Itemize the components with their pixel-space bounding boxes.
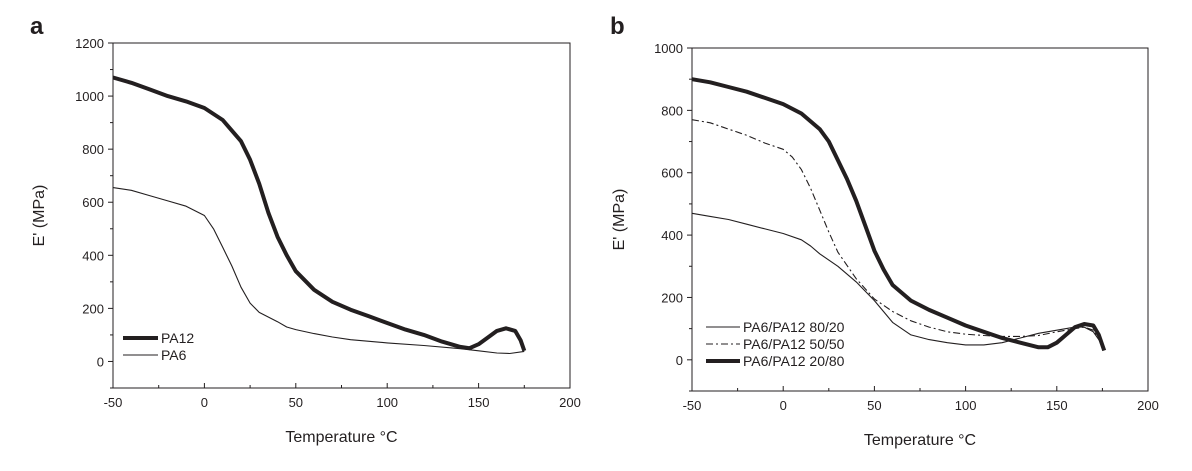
series-line-pa6-pa12-50-50 (691, 119, 1105, 348)
x-tick-label: 0 (201, 395, 208, 410)
y-axis-label: E' (MPa) (31, 185, 48, 247)
x-tick-label: -50 (683, 398, 702, 413)
legend-label: PA6/PA12 50/50 (743, 336, 845, 352)
x-tick-label: 100 (376, 395, 398, 410)
y-tick-label: 200 (82, 301, 104, 316)
y-tick-label: 800 (82, 142, 104, 157)
legend-label: PA6/PA12 80/20 (743, 319, 845, 335)
y-axis-label: E' (MPa) (611, 189, 628, 251)
y-tick-label: 200 (661, 290, 683, 305)
series-line-pa12 (112, 75, 527, 352)
series-line-pa6 (112, 187, 525, 355)
x-tick-label: 100 (955, 398, 977, 413)
y-tick-label: 400 (82, 248, 104, 263)
x-tick-label: 50 (867, 398, 881, 413)
y-tick-label: 1000 (654, 41, 683, 56)
x-tick-label: 0 (780, 398, 787, 413)
panel-label: b (610, 13, 625, 40)
y-tick-label: 0 (676, 353, 683, 368)
panel-b: b -50 0 50 100 150 200 0 200 400 600 800 1000 Tempera… (610, 13, 1159, 449)
y-tick-label: 800 (661, 103, 683, 118)
legend-label: PA6/PA12 20/80 (743, 353, 845, 369)
x-tick-label: 150 (468, 395, 490, 410)
series-line-pa6-pa12-20-80 (691, 77, 1107, 352)
x-tick-label: 50 (289, 395, 303, 410)
series-line-pa6-pa12-80-20 (691, 212, 1105, 348)
y-tick-label: 600 (661, 166, 683, 181)
legend-label: PA12 (161, 330, 194, 346)
y-tick-label: 1200 (75, 36, 104, 51)
x-tick-label: 200 (559, 395, 581, 410)
legend-label: PA6 (161, 347, 187, 363)
y-tick-label: 600 (82, 195, 104, 210)
x-axis-label: Temperature °C (864, 432, 976, 449)
x-tick-label: 150 (1046, 398, 1068, 413)
panel-label: a (30, 13, 44, 40)
y-tick-label: 1000 (75, 89, 104, 104)
x-axis-label: Temperature °C (285, 429, 397, 446)
y-tick-label: 0 (97, 354, 104, 369)
x-tick-label: 200 (1137, 398, 1159, 413)
panel-a: a -50 0 50 100 150 200 0 200 400 600 800 1000 1200 Tem… (30, 13, 581, 446)
x-tick-label: -50 (104, 395, 123, 410)
y-tick-label: 400 (661, 228, 683, 243)
